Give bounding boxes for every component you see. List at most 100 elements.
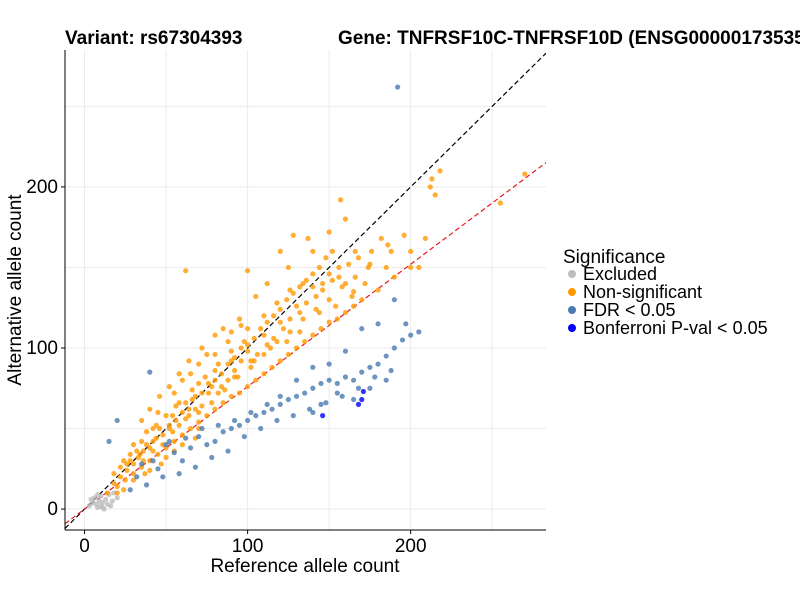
data-point [179, 432, 185, 438]
data-point [212, 377, 218, 383]
data-point [241, 433, 247, 440]
data-point [225, 361, 231, 367]
data-point [337, 197, 344, 203]
data-point [310, 385, 316, 391]
data-point [326, 229, 332, 235]
data-point [139, 417, 145, 424]
data-point [297, 284, 303, 290]
data-point [142, 471, 148, 477]
data-point [408, 332, 414, 338]
data-point [241, 338, 247, 345]
data-point [196, 380, 202, 387]
data-point [204, 413, 210, 419]
data-point [245, 417, 251, 424]
data-point [163, 454, 169, 461]
data-point [212, 332, 218, 338]
data-point [220, 429, 226, 435]
data-point [117, 474, 124, 480]
data-point [316, 264, 322, 271]
data-point [303, 300, 309, 306]
data-point [209, 454, 215, 461]
data-point [416, 329, 422, 335]
data-point [310, 284, 316, 290]
data-point [383, 377, 389, 383]
data-point [139, 438, 145, 445]
legend-key-icon [568, 288, 576, 296]
data-point [306, 406, 313, 412]
data-point [497, 200, 503, 206]
x-tick-label: 100 [232, 536, 264, 557]
data-point [359, 297, 365, 303]
data-point [205, 390, 212, 396]
data-point [212, 367, 218, 374]
data-point [323, 255, 329, 261]
data-point [166, 425, 172, 432]
data-point [399, 337, 406, 343]
data-point [215, 390, 221, 396]
data-point [176, 371, 182, 377]
data-point [368, 248, 375, 254]
data-point [258, 326, 264, 332]
data-point [367, 385, 373, 391]
data-point [305, 235, 311, 242]
data-point [375, 321, 381, 327]
data-point [179, 377, 185, 383]
data-point [351, 377, 357, 383]
data-point [336, 274, 342, 280]
data-point [143, 482, 150, 488]
data-point [383, 264, 389, 271]
data-point [269, 406, 275, 412]
data-point [228, 329, 234, 335]
data-point [388, 248, 394, 254]
legend-key-icon [568, 324, 576, 332]
data-point [127, 487, 133, 493]
data-point [199, 345, 205, 351]
data-point [196, 409, 202, 416]
data-point [391, 274, 397, 280]
data-point [274, 417, 280, 424]
data-point [231, 367, 238, 374]
data-point [290, 290, 296, 296]
reference-line [65, 52, 546, 529]
data-point [192, 393, 199, 399]
data-point [160, 474, 166, 480]
data-point [362, 280, 368, 287]
data-point [104, 490, 110, 496]
x-tick-label: 0 [79, 536, 90, 557]
title-variant: Variant: rs67304393 [65, 28, 242, 49]
data-point [245, 384, 251, 390]
data-point [248, 364, 254, 370]
data-point [108, 503, 114, 509]
data-point [267, 345, 274, 351]
data-point [293, 377, 300, 383]
data-point [150, 458, 156, 464]
data-point [179, 442, 185, 448]
data-point [114, 495, 120, 501]
data-point [209, 400, 215, 406]
legend-label: Bonferroni P-val < 0.05 [583, 318, 768, 338]
data-point [95, 491, 101, 498]
data-point [359, 369, 365, 375]
data-point [106, 438, 112, 445]
data-point [212, 406, 218, 412]
data-point [99, 500, 106, 506]
data-point [176, 400, 182, 406]
legend-key-icon [568, 306, 576, 314]
data-point [264, 401, 270, 407]
data-point [310, 364, 316, 370]
data-point [183, 268, 189, 274]
data-point [367, 364, 373, 370]
data-point [153, 435, 159, 441]
data-point [183, 435, 189, 441]
data-point [166, 384, 172, 390]
data-point [320, 280, 326, 287]
data-point [205, 380, 212, 387]
data-point [179, 409, 185, 416]
data-point [253, 377, 259, 383]
data-point [231, 374, 238, 380]
data-point [215, 361, 221, 367]
y-tick-label: 100 [26, 338, 58, 359]
data-point [248, 358, 254, 364]
data-point [280, 326, 287, 332]
